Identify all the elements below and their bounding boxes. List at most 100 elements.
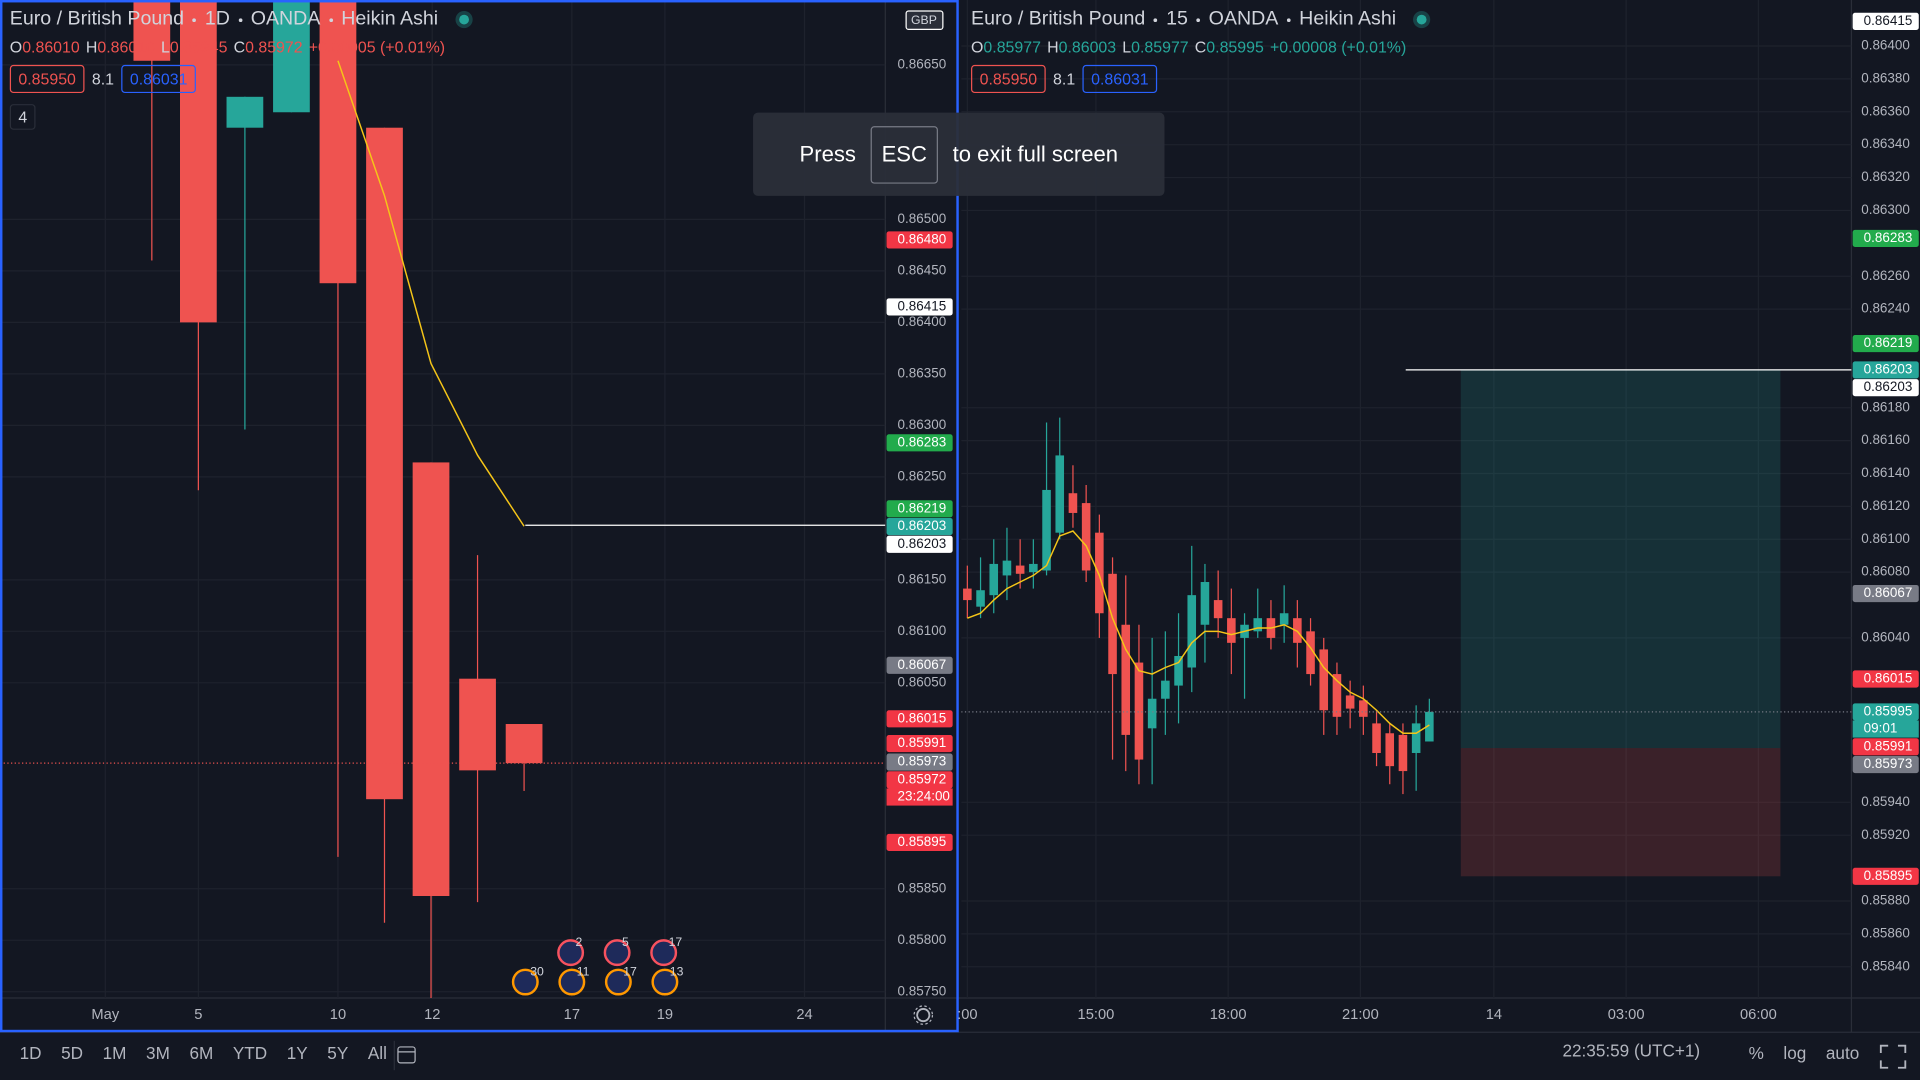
price-badge	[886, 231, 953, 249]
candle-body	[1306, 631, 1315, 675]
y-tick-label: 0.86300	[898, 417, 947, 432]
range-button[interactable]: 3M	[146, 1043, 170, 1063]
candle-body	[133, 0, 171, 61]
fullscreen-icon[interactable]	[1879, 1044, 1907, 1069]
scale-auto[interactable]: auto	[1825, 1043, 1860, 1063]
price-badge	[1852, 361, 1919, 379]
range-button[interactable]: 1M	[102, 1043, 127, 1063]
event-count: 17	[669, 935, 683, 949]
x-tick-label: May	[91, 1007, 119, 1023]
price-badge	[886, 535, 953, 553]
candle-body	[1279, 613, 1289, 625]
range-button[interactable]: 5D	[61, 1043, 84, 1063]
y-tick-label: 0.85860	[1861, 925, 1910, 940]
range-button[interactable]: 1D	[19, 1043, 42, 1063]
candle-body	[976, 590, 985, 607]
event-icon	[511, 968, 539, 996]
event-icon	[603, 939, 631, 967]
candle-body	[1095, 532, 1104, 614]
y-tick-label: 0.86340	[1861, 136, 1910, 151]
ohlc-change: +0.00008 (+0.01%)	[1269, 37, 1407, 57]
y-tick-label: 0.86250	[898, 468, 947, 483]
price-badge-label: 0.85991	[1864, 738, 1913, 753]
candle-body	[1042, 489, 1051, 571]
x-tick-label: 10	[330, 1007, 346, 1023]
chart-area	[0, 0, 886, 998]
buy-button[interactable]: 0.86031	[121, 64, 197, 94]
scale-log[interactable]: log	[1783, 1043, 1807, 1063]
hint-text: to exit full screen	[952, 141, 1119, 166]
calendar-icon[interactable]	[397, 1046, 416, 1064]
legend-exchange: OANDA	[1208, 8, 1279, 30]
ohlc-change: +0.00005 (+0.01%)	[308, 37, 446, 57]
ohlc-value: 0.85972	[245, 37, 303, 57]
event-count: 17	[623, 964, 637, 978]
buy-button[interactable]: 0.86031	[1082, 64, 1158, 94]
candle-body	[1015, 565, 1025, 574]
price-badge-label: 0.85895	[1864, 868, 1913, 883]
ohlc-item: O0.86010	[10, 38, 80, 56]
y-tick-label: 0.86100	[898, 623, 947, 638]
range-button[interactable]: YTD	[232, 1043, 268, 1063]
price-badge-label: 0.86067	[898, 657, 947, 672]
event-icon	[557, 939, 585, 967]
y-tick-label: 0.86650	[898, 56, 947, 71]
price-badge-label: 0.85995	[1864, 703, 1913, 718]
price-badge	[1852, 738, 1919, 756]
price-badge	[1852, 584, 1919, 603]
indicators-toggle[interactable]: 4	[9, 104, 36, 130]
scale-percent[interactable]: %	[1748, 1043, 1764, 1063]
candle-body	[1002, 560, 1012, 576]
event-icon	[558, 968, 586, 996]
y-tick-label: 0.86160	[1861, 432, 1910, 447]
moving-average	[337, 60, 525, 527]
candle-body	[1425, 711, 1434, 742]
x-tick-label: 03:00	[1608, 1007, 1645, 1023]
price-badge	[1852, 755, 1919, 774]
price-badge	[886, 434, 953, 452]
range-button[interactable]: All	[367, 1043, 387, 1063]
settings-icon[interactable]	[913, 1005, 934, 1025]
price-badge-label: 0.85991	[898, 735, 947, 750]
candle-body	[366, 127, 403, 800]
countdown-badge	[1852, 720, 1919, 738]
legend-interval: 15	[1166, 8, 1188, 30]
ohlc-letter: L	[1122, 37, 1132, 57]
y-tick-label: 0.86180	[1861, 399, 1910, 414]
price-badge-label: 0.86015	[898, 710, 947, 725]
event-count: 30	[530, 964, 544, 978]
ohlc-value: 0.85995	[1206, 37, 1264, 57]
price-badge-label: 0.86203	[898, 536, 947, 551]
x-tick-label: 17	[564, 1007, 580, 1023]
y-tick-label: 0.86150	[898, 571, 947, 586]
x-tick-label: 21:00	[1342, 1007, 1379, 1023]
price-badge-label: 0.86283	[898, 434, 947, 449]
separator-dot	[192, 17, 197, 22]
candle-body	[1200, 582, 1210, 625]
price-badge	[1852, 867, 1919, 885]
price-badge-label: 0.86219	[1864, 335, 1913, 350]
price-badge-label: 0.86015	[1864, 671, 1913, 686]
range-button[interactable]: 1Y	[286, 1043, 308, 1063]
live-indicator	[1416, 14, 1427, 25]
x-tick-label: 12	[424, 1007, 440, 1023]
loss-zone	[1460, 748, 1781, 877]
candle-body	[1108, 573, 1117, 675]
sell-button[interactable]: 0.85950	[9, 64, 85, 94]
range-button[interactable]: 6M	[189, 1043, 214, 1063]
event-icon	[651, 968, 679, 996]
ohlc-value: 0.86010	[22, 37, 80, 57]
y-tick-label: 0.85880	[1861, 893, 1910, 908]
candle-body	[963, 588, 972, 601]
sell-button[interactable]: 0.85950	[971, 64, 1046, 94]
price-badge	[886, 298, 953, 316]
ohlc-values: O0.85977 H0.86003 L0.85977 C0.85995 +0.00008…	[971, 38, 1406, 56]
live-indicator	[458, 14, 469, 25]
candle-body	[1161, 680, 1170, 699]
candle-body	[459, 678, 496, 771]
y-tick-label: 0.85800	[898, 932, 947, 947]
moving-average	[967, 530, 1430, 734]
range-button[interactable]: 5Y	[327, 1043, 349, 1063]
hint-text: Press	[799, 141, 856, 166]
